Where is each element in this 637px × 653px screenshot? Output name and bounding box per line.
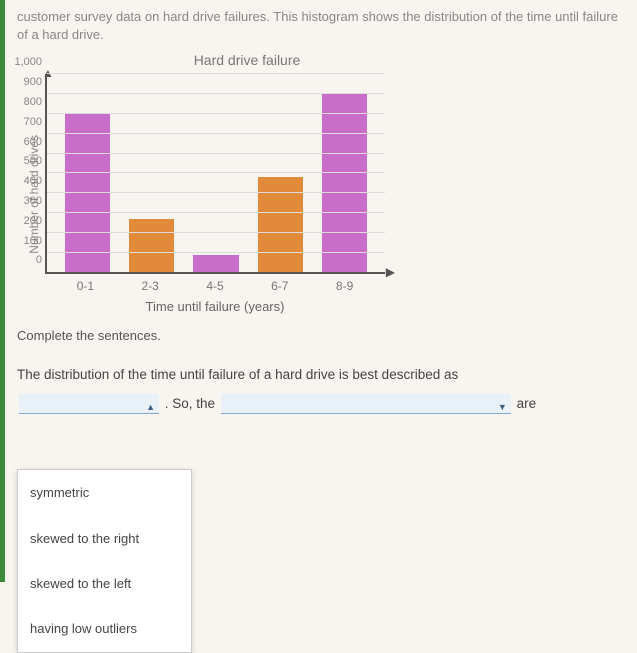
x-tick: 6-7 bbox=[247, 279, 312, 293]
x-tick: 4-5 bbox=[183, 279, 248, 293]
bar bbox=[193, 255, 238, 273]
complete-sentences-label: Complete the sentences. bbox=[17, 328, 622, 343]
question-block: The distribution of the time until failu… bbox=[17, 361, 622, 446]
y-tick: 700 bbox=[24, 116, 47, 128]
dropdown-option[interactable]: symmetric bbox=[18, 470, 191, 515]
x-arrow-icon: ▶ bbox=[386, 265, 395, 279]
intro-text: customer survey data on hard drive failu… bbox=[17, 8, 622, 44]
caret-down-icon: ▼ bbox=[498, 398, 507, 417]
y-tick: 600 bbox=[24, 136, 47, 148]
gridline bbox=[47, 133, 385, 134]
bar-slot bbox=[55, 74, 119, 272]
x-axis-label: Time until failure (years) bbox=[45, 299, 385, 314]
y-tick: 0 bbox=[36, 254, 47, 266]
gridline bbox=[47, 172, 385, 173]
caret-up-icon: ▲ bbox=[146, 398, 155, 417]
gridline bbox=[47, 93, 385, 94]
dropdown-option[interactable]: skewed to the right bbox=[18, 516, 191, 561]
dropdown-option[interactable]: having low outliers bbox=[18, 606, 191, 651]
y-tick: 200 bbox=[24, 215, 47, 227]
bar bbox=[322, 94, 367, 272]
gridline bbox=[47, 153, 385, 154]
bar-slot bbox=[248, 74, 312, 272]
question-line-1: The distribution of the time until failu… bbox=[17, 361, 622, 389]
bar bbox=[129, 219, 174, 272]
gridline bbox=[47, 192, 385, 193]
bar-slot bbox=[313, 74, 377, 272]
gridline bbox=[47, 73, 385, 74]
y-tick: 900 bbox=[24, 76, 47, 88]
dropdown-menu[interactable]: symmetricskewed to the rightskewed to th… bbox=[17, 469, 192, 652]
x-tick: 2-3 bbox=[118, 279, 183, 293]
gridline bbox=[47, 113, 385, 114]
bar-slot bbox=[184, 74, 248, 272]
y-tick: 500 bbox=[24, 155, 47, 167]
chart: Number of hard drives ▲ ▶ 01002003004005… bbox=[27, 74, 622, 314]
y-tick: 1,000 bbox=[14, 56, 47, 68]
x-tick: 8-9 bbox=[312, 279, 377, 293]
gridline bbox=[47, 212, 385, 213]
dropdown-option[interactable]: skewed to the left bbox=[18, 561, 191, 606]
question-tail: are bbox=[517, 396, 537, 411]
bar-slot bbox=[119, 74, 183, 272]
plot-area: ▲ ▶ 01002003004005006007008009001,000 bbox=[45, 74, 385, 274]
y-tick: 300 bbox=[24, 195, 47, 207]
gridline bbox=[47, 252, 385, 253]
y-tick: 100 bbox=[24, 235, 47, 247]
y-tick: 400 bbox=[24, 175, 47, 187]
blank-1-dropdown[interactable]: ▲ bbox=[19, 394, 159, 414]
blank-2-dropdown[interactable]: ▼ bbox=[221, 394, 511, 414]
question-mid: . So, the bbox=[165, 396, 215, 411]
x-tick: 0-1 bbox=[53, 279, 118, 293]
gridline bbox=[47, 232, 385, 233]
chart-title: Hard drive failure bbox=[77, 52, 417, 68]
y-tick: 800 bbox=[24, 96, 47, 108]
